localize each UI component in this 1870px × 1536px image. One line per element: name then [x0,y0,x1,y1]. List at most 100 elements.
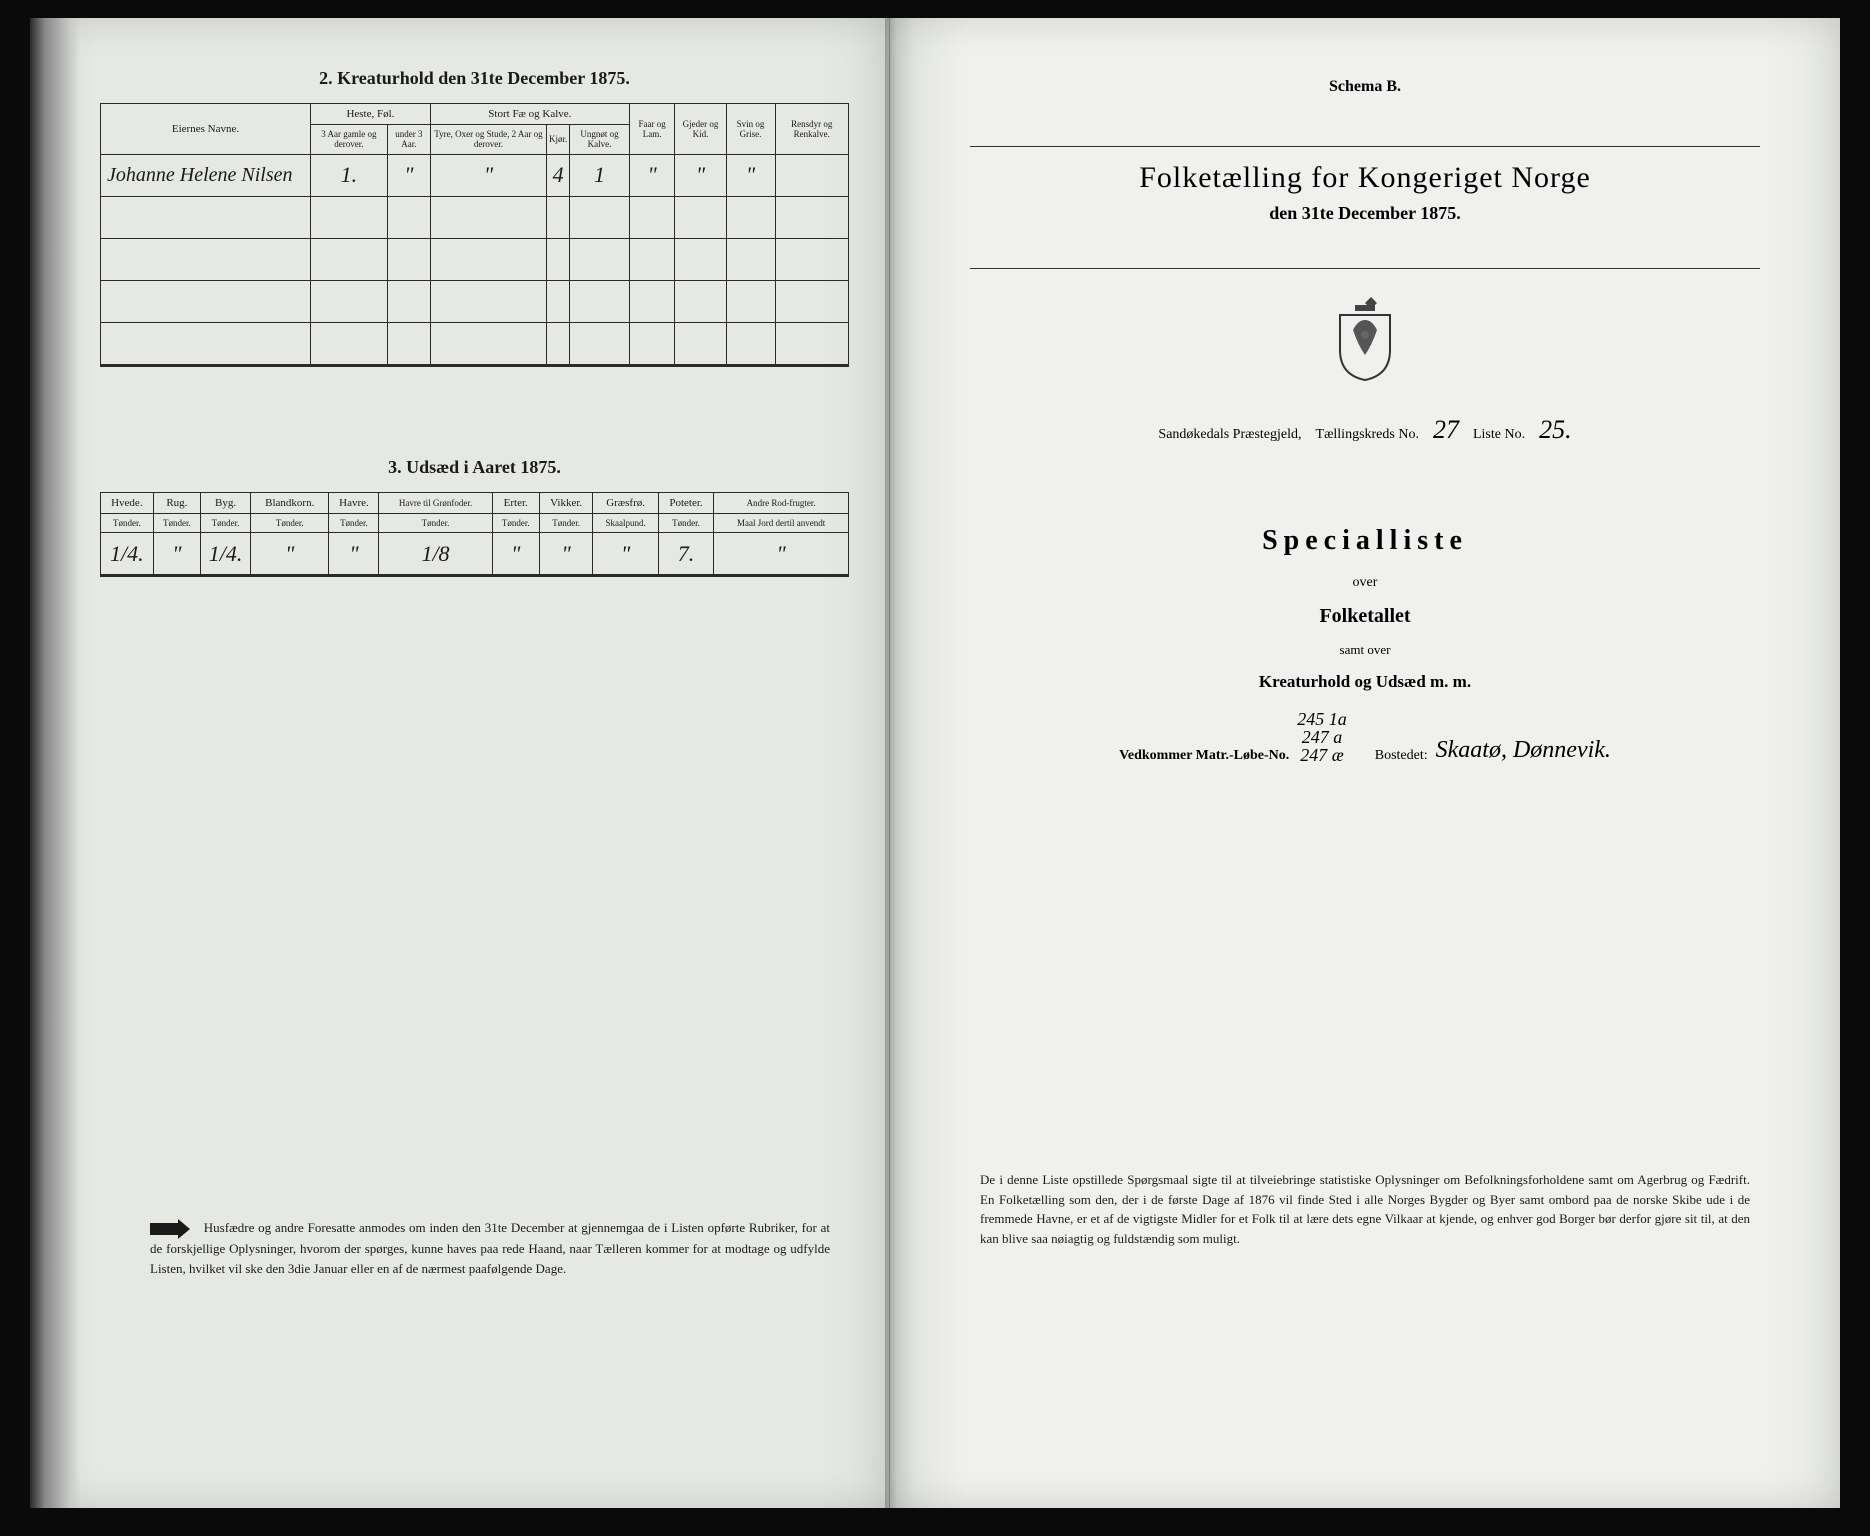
col-stort-c: Ungnøt og Kalve. [570,125,630,155]
cell: 1/4. [201,533,251,575]
cell: " [492,533,539,575]
matr-numbers: 245 1a 247 a 247 æ [1297,710,1347,764]
book-spread: 2. Kreaturhold den 31te December 1875. E… [30,18,1840,1508]
matr-num: 247 æ [1297,746,1347,764]
kreds-label: Tællingskreds No. [1316,427,1419,443]
seed-table: Hvede. Rug. Byg. Blandkorn. Havre. Havre… [100,492,849,575]
liste-label: Liste No. [1473,427,1525,443]
title-box: Folketælling for Kongeriget Norge den 31… [970,146,1760,269]
col-graes: Græsfrø. [593,492,658,513]
left-page: 2. Kreaturhold den 31te December 1875. E… [30,18,890,1508]
matr-label: Vedkommer Matr.-Løbe-No. [1119,748,1289,764]
schema-label: Schema B. [970,78,1760,96]
unit: Tønder. [658,513,713,532]
binding-edge [30,18,80,1508]
cell: " [675,154,726,196]
census-date: den 31te December 1875. [970,203,1760,224]
rule [100,364,849,367]
col-svin: Svin og Grise. [726,104,775,155]
col-heste-a: 3 Aar gamle og derover. [311,125,388,155]
section-3-title: 3. Udsæd i Aaret 1875. [100,457,849,478]
col-vikker: Vikker. [539,492,593,513]
col-stort-b: Kjør. [547,125,570,155]
col-bland: Blandkorn. [251,492,329,513]
col-stort-group: Stort Fæ og Kalve. [430,104,629,125]
unit: Tønder. [201,513,251,532]
kreds-number: 27 [1433,415,1459,445]
table-row [101,280,849,322]
col-heste-group: Heste, Føl. [311,104,431,125]
table-row: 1/4. " 1/4. " " 1/8 " " " 7. " [101,533,849,575]
section-3: 3. Udsæd i Aaret 1875. Hvede. Rug. Byg. … [100,457,849,577]
cell: 1 [570,154,630,196]
kreatur-label: Kreaturhold og Udsæd m. m. [970,672,1760,692]
cell: " [593,533,658,575]
left-footer: Husfædre og andre Foresatte anmodes om i… [150,1218,830,1278]
cell: " [329,533,379,575]
district-line: Sandøkedals Præstegjeld, Tællingskreds N… [970,415,1760,445]
col-erter: Erter. [492,492,539,513]
unit: Tønder. [251,513,329,532]
col-rug: Rug. [153,492,200,513]
livestock-table: Eiernes Navne. Heste, Føl. Stort Fæ og K… [100,103,849,365]
table-row [101,322,849,364]
matr-line: Vedkommer Matr.-Løbe-No. 245 1a 247 a 24… [970,710,1760,764]
cell: " [539,533,593,575]
main-title: Folketælling for Kongeriget Norge [970,161,1760,195]
cell: 1/4. [101,533,154,575]
unit: Tønder. [379,513,492,532]
col-hvede: Hvede. [101,492,154,513]
col-owner: Eiernes Navne. [101,104,311,155]
cell: 1. [311,154,388,196]
pointing-hand-icon [150,1219,190,1239]
unit: Tønder. [101,513,154,532]
col-andre: Andre Rod-frugter. [714,492,849,513]
table-row [101,238,849,280]
unit: Maal Jord dertil anvendt [714,513,849,532]
samt-label: samt over [970,642,1760,658]
table-row: Johanne Helene Nilsen 1. " " 4 1 " " " [101,154,849,196]
cell [775,154,848,196]
col-stort-a: Tyre, Oxer og Stude, 2 Aar og derover. [430,125,546,155]
cell: 7. [658,533,713,575]
unit: Tønder. [329,513,379,532]
col-havre: Havre. [329,492,379,513]
unit: Tønder. [539,513,593,532]
matr-num: 247 a [1297,728,1347,746]
specialliste-title: Specialliste [970,525,1760,557]
cell-owner: Johanne Helene Nilsen [101,154,311,196]
cell: " [629,154,675,196]
cell: " [726,154,775,196]
cell: " [153,533,200,575]
bosted-label: Bostedet: [1375,748,1428,764]
rule [100,574,849,577]
coat-of-arms-icon [1325,295,1405,385]
col-rensdyr: Rensdyr og Renkalve. [775,104,848,155]
cell: " [387,154,430,196]
over-label: over [970,575,1760,591]
col-heste-b: under 3 Aar. [387,125,430,155]
cell: 4 [547,154,570,196]
cell: " [430,154,546,196]
unit: Tønder. [153,513,200,532]
footer-text: Husfædre og andre Foresatte anmodes om i… [150,1220,830,1276]
unit: Tønder. [492,513,539,532]
unit: Skaalpund. [593,513,658,532]
matr-num: 245 1a [1297,710,1347,728]
cell: " [714,533,849,575]
right-page: Schema B. Folketælling for Kongeriget No… [890,18,1840,1508]
section-2-title: 2. Kreaturhold den 31te December 1875. [100,68,849,89]
cell: " [251,533,329,575]
liste-number: 25. [1539,415,1572,445]
col-byg: Byg. [201,492,251,513]
col-havre-gron: Havre til Grønfoder. [379,492,492,513]
col-poteter: Poteter. [658,492,713,513]
prestegjeld-label: Sandøkedals Præstegjeld, [1158,427,1301,443]
col-gjeder: Gjeder og Kid. [675,104,726,155]
table-row [101,196,849,238]
right-footer: De i denne Liste opstillede Spørgsmaal s… [980,1170,1750,1248]
col-faar: Faar og Lam. [629,104,675,155]
bosted-value: Skaatø, Dønnevik. [1436,737,1611,764]
section-2: 2. Kreaturhold den 31te December 1875. E… [100,68,849,367]
folketallet-label: Folketallet [970,605,1760,628]
